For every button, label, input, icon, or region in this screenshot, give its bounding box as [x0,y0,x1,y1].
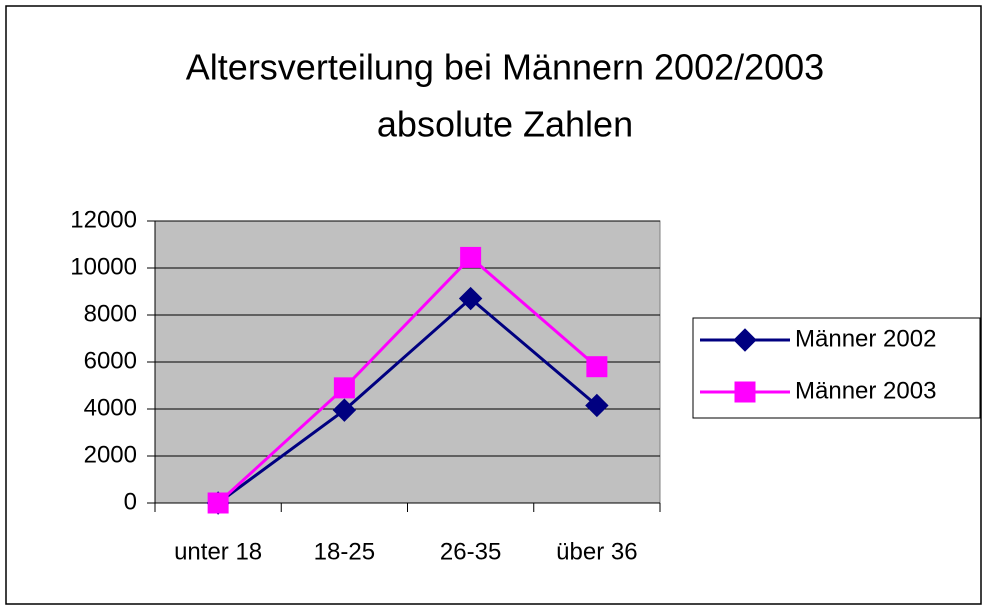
legend-marker [733,328,757,352]
y-tick-label: 2000 [84,441,137,468]
x-tick-label: 18-25 [314,538,375,565]
x-tick-label: über 36 [556,538,637,565]
y-tick-label: 0 [124,488,137,515]
y-tick-label: 8000 [84,300,137,327]
y-tick-label: 12000 [70,206,137,233]
data-point [207,492,229,514]
y-tick-label: 4000 [84,394,137,421]
series-line [217,296,598,505]
data-point [586,356,608,378]
data-point [585,393,609,418]
data-point [458,286,483,311]
data-point [333,377,355,399]
data-point [332,398,357,422]
series-line [217,255,598,505]
y-tick-label: 6000 [84,347,137,374]
chart-title: Altersverteilung bei Männern 2002/2003 [186,47,824,88]
x-tick-label: 26-35 [440,538,501,565]
legend-label: Männer 2002 [795,325,936,352]
data-point [460,246,482,268]
y-tick-label: 10000 [70,253,137,280]
chart-subtitle: absolute Zahlen [377,104,633,145]
legend-marker [734,381,756,403]
legend-label: Männer 2003 [795,377,936,404]
x-tick-label: unter 18 [174,538,262,565]
